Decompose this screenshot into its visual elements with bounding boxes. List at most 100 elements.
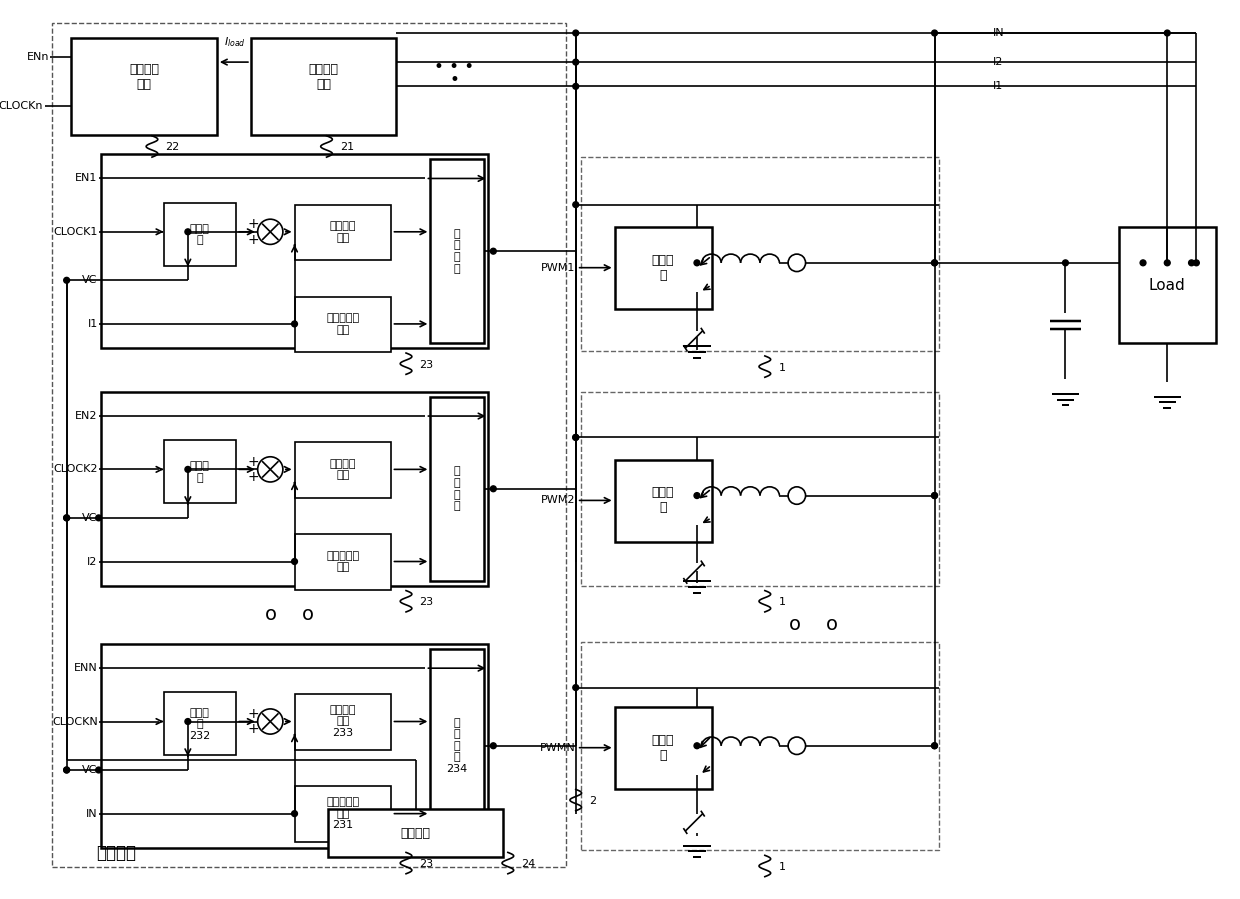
Text: EN1: EN1 bbox=[76, 174, 98, 183]
Text: 23: 23 bbox=[419, 360, 434, 369]
Text: 导通时间
电路
233: 导通时间 电路 233 bbox=[330, 705, 356, 738]
Text: +: + bbox=[247, 217, 259, 231]
Bar bbox=[1118, 227, 1215, 343]
Text: ENn: ENn bbox=[27, 52, 50, 62]
Text: 逻
辑
电
路: 逻 辑 电 路 bbox=[453, 467, 460, 512]
Circle shape bbox=[931, 743, 937, 749]
Text: 负电流检测
电路
231: 负电流检测 电路 231 bbox=[326, 797, 360, 831]
Circle shape bbox=[694, 260, 699, 266]
Bar bbox=[580, 392, 940, 586]
Circle shape bbox=[931, 260, 937, 266]
Circle shape bbox=[573, 59, 579, 65]
Circle shape bbox=[95, 515, 102, 521]
Text: 负电流检测
电路: 负电流检测 电路 bbox=[326, 551, 360, 573]
Text: 导通时间
电路: 导通时间 电路 bbox=[330, 221, 356, 243]
Text: o    o: o o bbox=[789, 615, 838, 634]
Text: CLOCKn: CLOCKn bbox=[0, 101, 42, 111]
Bar bbox=[100, 392, 489, 586]
Text: I2: I2 bbox=[87, 556, 98, 566]
Circle shape bbox=[931, 493, 937, 498]
Bar bbox=[615, 459, 712, 542]
Bar bbox=[580, 157, 940, 352]
Text: 逻
辑
电
路: 逻 辑 电 路 bbox=[453, 228, 460, 273]
Text: 驱动电
路: 驱动电 路 bbox=[652, 486, 675, 514]
Bar bbox=[615, 707, 712, 789]
Text: 驱动电
路: 驱动电 路 bbox=[652, 734, 675, 761]
Circle shape bbox=[573, 685, 579, 690]
Text: PWM1: PWM1 bbox=[542, 263, 575, 272]
Bar bbox=[295, 534, 392, 590]
Circle shape bbox=[931, 493, 937, 498]
Text: +: + bbox=[247, 470, 259, 485]
Text: 反馈电路: 反馈电路 bbox=[401, 826, 430, 840]
Circle shape bbox=[490, 743, 496, 749]
Text: • • •: • • • bbox=[434, 58, 475, 76]
Bar bbox=[615, 227, 712, 309]
Circle shape bbox=[573, 84, 579, 89]
Circle shape bbox=[694, 493, 699, 498]
Text: I1: I1 bbox=[88, 319, 98, 329]
Text: 1: 1 bbox=[779, 597, 785, 607]
Circle shape bbox=[291, 811, 298, 816]
Circle shape bbox=[291, 558, 298, 565]
Text: IN: IN bbox=[993, 28, 1004, 38]
Text: 23: 23 bbox=[419, 597, 434, 607]
Text: CLOCK1: CLOCK1 bbox=[53, 227, 98, 236]
Circle shape bbox=[185, 467, 191, 472]
Circle shape bbox=[63, 278, 69, 283]
Circle shape bbox=[694, 743, 699, 749]
Text: Load: Load bbox=[1149, 278, 1185, 293]
Circle shape bbox=[63, 515, 69, 521]
Text: 逻
辑
电
路
234: 逻 辑 电 路 234 bbox=[446, 717, 467, 774]
Text: PWMN: PWMN bbox=[539, 743, 575, 752]
Bar bbox=[164, 441, 237, 503]
Bar bbox=[164, 692, 237, 755]
Text: 驱动电
路: 驱动电 路 bbox=[652, 254, 675, 281]
Circle shape bbox=[185, 718, 191, 725]
Text: 1: 1 bbox=[779, 362, 785, 372]
Circle shape bbox=[95, 767, 102, 773]
Text: 锁相电
路: 锁相电 路 bbox=[190, 224, 210, 245]
Text: +: + bbox=[247, 707, 259, 721]
Text: VC: VC bbox=[82, 275, 98, 285]
Bar bbox=[295, 787, 392, 841]
Circle shape bbox=[1164, 30, 1171, 36]
Circle shape bbox=[573, 201, 579, 208]
Text: 22: 22 bbox=[166, 142, 180, 153]
Text: IN: IN bbox=[86, 808, 98, 819]
Text: 负电流检测
电路: 负电流检测 电路 bbox=[326, 313, 360, 334]
Circle shape bbox=[573, 434, 579, 441]
Circle shape bbox=[490, 485, 496, 492]
Text: 导通时间
电路: 导通时间 电路 bbox=[330, 458, 356, 480]
Text: $I_{load}$: $I_{load}$ bbox=[224, 36, 247, 49]
Text: VC: VC bbox=[82, 765, 98, 775]
Bar bbox=[295, 442, 392, 497]
Text: o    o: o o bbox=[265, 605, 314, 624]
Circle shape bbox=[291, 321, 298, 327]
Text: ENN: ENN bbox=[74, 663, 98, 673]
Text: CLOCKN: CLOCKN bbox=[52, 717, 98, 726]
Bar bbox=[295, 694, 392, 750]
Text: +: + bbox=[247, 722, 259, 736]
Bar bbox=[295, 205, 392, 260]
Bar bbox=[52, 23, 565, 867]
Text: PWM2: PWM2 bbox=[541, 495, 575, 505]
Text: +: + bbox=[247, 455, 259, 468]
Circle shape bbox=[931, 260, 937, 266]
Text: CLOCK2: CLOCK2 bbox=[53, 465, 98, 475]
Text: +: + bbox=[247, 233, 259, 246]
Text: I2: I2 bbox=[993, 58, 1003, 67]
Bar bbox=[250, 38, 397, 135]
Circle shape bbox=[573, 434, 579, 441]
Bar bbox=[430, 396, 484, 581]
Bar bbox=[100, 155, 489, 348]
Text: 24: 24 bbox=[522, 859, 536, 869]
Circle shape bbox=[1164, 260, 1171, 266]
Text: 1: 1 bbox=[779, 862, 785, 872]
Text: I1: I1 bbox=[993, 81, 1003, 92]
Circle shape bbox=[490, 248, 496, 254]
Text: •: • bbox=[450, 70, 460, 89]
Bar bbox=[100, 644, 489, 848]
Circle shape bbox=[931, 30, 937, 36]
Bar bbox=[430, 159, 484, 343]
